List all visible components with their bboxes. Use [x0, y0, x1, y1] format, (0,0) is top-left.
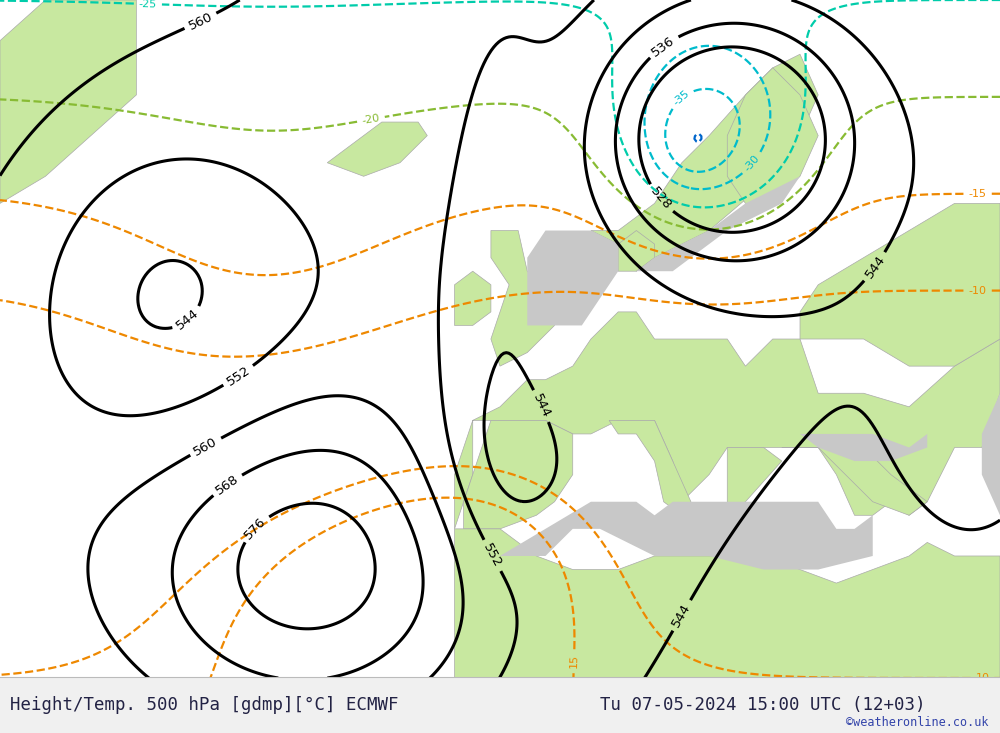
Text: 552: 552	[224, 364, 253, 388]
Polygon shape	[455, 312, 1000, 529]
Text: ©weatheronline.co.uk: ©weatheronline.co.uk	[846, 715, 988, 729]
Polygon shape	[455, 271, 491, 325]
Text: -35: -35	[672, 89, 692, 108]
Polygon shape	[0, 0, 136, 204]
Polygon shape	[727, 68, 818, 204]
Text: -10: -10	[968, 286, 986, 295]
Text: 544: 544	[530, 391, 553, 420]
Text: 568: 568	[213, 472, 241, 497]
Text: 536: 536	[649, 34, 678, 59]
Polygon shape	[591, 54, 818, 271]
Text: 560: 560	[186, 10, 215, 32]
Text: 528: 528	[647, 185, 674, 213]
Polygon shape	[491, 230, 555, 366]
Polygon shape	[782, 447, 927, 515]
Polygon shape	[500, 501, 873, 570]
Polygon shape	[618, 230, 655, 271]
Polygon shape	[636, 176, 800, 271]
Text: -15: -15	[968, 188, 986, 199]
Text: Height/Temp. 500 hPa [gdmp][°C] ECMWF: Height/Temp. 500 hPa [gdmp][°C] ECMWF	[10, 696, 398, 714]
Text: 10: 10	[975, 673, 989, 683]
Polygon shape	[527, 230, 618, 325]
Polygon shape	[800, 204, 1000, 366]
Polygon shape	[609, 421, 691, 515]
Polygon shape	[455, 529, 1000, 678]
Polygon shape	[800, 434, 927, 461]
Text: -30: -30	[743, 153, 762, 174]
Text: Tu 07-05-2024 15:00 UTC (12+03): Tu 07-05-2024 15:00 UTC (12+03)	[600, 696, 926, 714]
Text: 544: 544	[174, 306, 202, 333]
Text: 576: 576	[242, 515, 269, 542]
Text: 544: 544	[670, 601, 694, 630]
Polygon shape	[464, 421, 573, 529]
Polygon shape	[327, 122, 427, 176]
Text: 552: 552	[481, 541, 504, 570]
Text: 15: 15	[569, 654, 579, 668]
Text: 560: 560	[191, 435, 220, 458]
Polygon shape	[727, 447, 782, 515]
Text: -25: -25	[139, 0, 157, 10]
Text: -20: -20	[361, 113, 381, 126]
Text: 544: 544	[862, 253, 888, 281]
Polygon shape	[982, 393, 1000, 515]
